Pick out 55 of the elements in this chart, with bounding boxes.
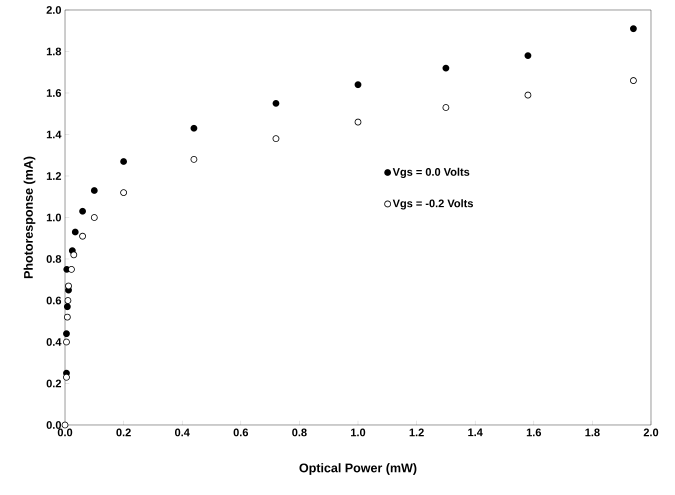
point — [442, 104, 450, 111]
y-tick-label: 0.2 — [46, 380, 62, 388]
y-axis-title: Photoresponse (mA) — [24, 156, 36, 278]
point — [72, 228, 79, 236]
point — [64, 314, 71, 320]
x-tick-label: 1.4 — [468, 428, 483, 436]
y-tick-label: 1.6 — [46, 89, 62, 97]
point — [62, 422, 68, 428]
y-tick-label: 1.0 — [46, 214, 62, 222]
point — [120, 158, 128, 165]
x-tick-label: 0.0 — [58, 428, 72, 436]
point — [630, 25, 637, 32]
x-tick-label: 0.4 — [174, 428, 190, 436]
point — [90, 214, 98, 221]
point — [524, 92, 532, 98]
point — [272, 135, 280, 142]
x-tick-label: 2.0 — [644, 428, 658, 436]
point — [65, 282, 72, 290]
y-tick-label: 1.4 — [46, 130, 62, 138]
y-tick-label: 1.2 — [46, 172, 62, 180]
point — [442, 64, 450, 72]
x-tick-label: 0.8 — [292, 428, 307, 436]
point — [90, 187, 98, 194]
x-tick-label: 1.8 — [585, 428, 600, 436]
y-tick-label: 1.8 — [46, 48, 62, 56]
x-tick-label: 1.0 — [351, 428, 366, 436]
legend-label: Vgs = -0.2 Volts — [392, 199, 473, 210]
point — [63, 374, 70, 381]
point — [272, 100, 280, 107]
point — [63, 330, 70, 338]
y-tick-label: 0.6 — [46, 296, 62, 304]
point — [63, 338, 70, 346]
point — [64, 303, 71, 310]
point — [79, 232, 86, 240]
point — [190, 156, 198, 163]
y-tick-label: 0.8 — [46, 255, 62, 263]
point — [354, 118, 362, 126]
point — [64, 297, 72, 304]
point — [120, 189, 128, 196]
point — [354, 81, 362, 88]
legend-label: Vgs = 0.0 Volts — [392, 168, 470, 178]
x-tick-label: 1.2 — [410, 428, 424, 436]
x-axis-title: Optical Power (mW) — [299, 463, 416, 475]
point — [190, 124, 198, 132]
point — [524, 52, 532, 60]
y-tick-label: 0.4 — [46, 338, 62, 346]
point — [630, 77, 637, 84]
point — [68, 266, 75, 273]
y-tick-label: 2.0 — [46, 6, 62, 14]
y-tick-label: 0.0 — [46, 421, 62, 429]
x-tick-label: 1.6 — [526, 428, 542, 436]
x-tick-label: 0.6 — [234, 428, 248, 436]
point — [79, 208, 86, 215]
x-tick-label: 0.2 — [116, 428, 131, 436]
point — [70, 251, 78, 258]
